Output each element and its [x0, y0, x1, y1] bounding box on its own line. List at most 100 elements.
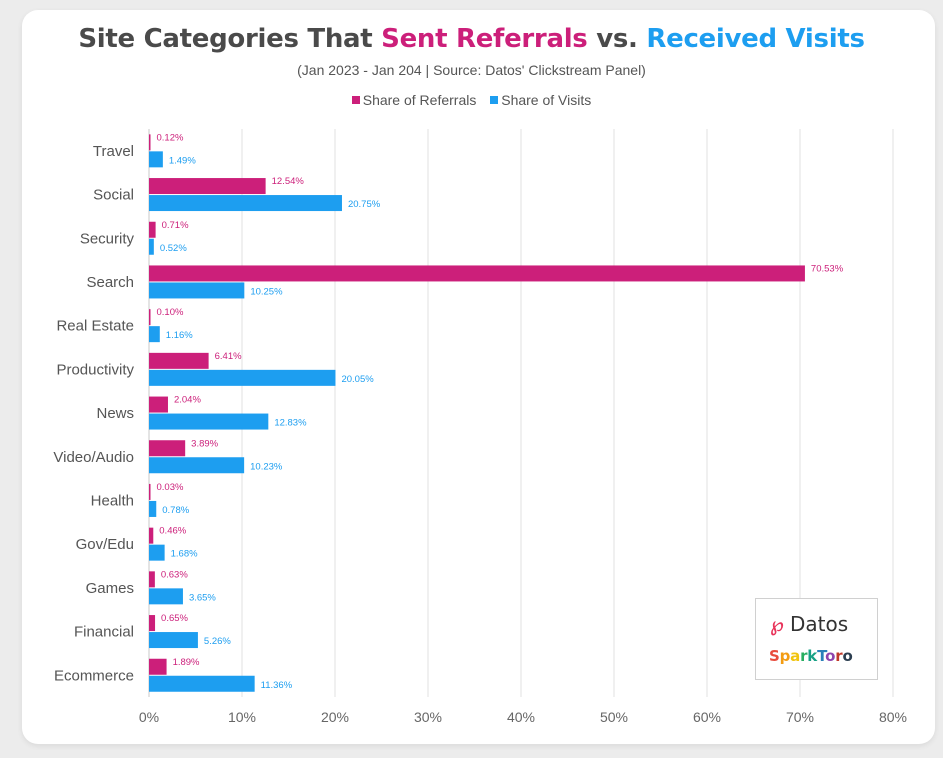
- data-label-visits: 5.26%: [204, 636, 231, 647]
- category-label: Productivity: [56, 361, 134, 378]
- bar-visits: [149, 632, 198, 649]
- sparktoro-logo-letter: r: [800, 647, 808, 665]
- sparktoro-logo: SparkToro: [769, 647, 853, 665]
- bar-referrals: [149, 527, 154, 544]
- category-label: Gov/Edu: [76, 536, 134, 553]
- sparktoro-logo-letter: o: [842, 647, 853, 665]
- legend-swatch-visits: [490, 96, 499, 104]
- bar-referrals: [149, 178, 266, 195]
- datos-logo: ℘ Datos: [770, 612, 848, 636]
- category-label: Real Estate: [56, 318, 134, 335]
- datos-logo-text: Datos: [789, 612, 849, 636]
- category-label: Games: [86, 580, 134, 597]
- bar-visits: [149, 675, 255, 692]
- bar-visits: [149, 544, 165, 561]
- bar-visits: [149, 588, 183, 605]
- bar-referrals: [149, 309, 151, 326]
- bar-visits: [149, 457, 245, 474]
- data-label-referrals: 12.54%: [272, 176, 305, 187]
- bar-referrals: [149, 134, 151, 151]
- data-label-visits: 10.25%: [250, 286, 283, 297]
- bar-visits: [149, 369, 336, 386]
- logo-box: ℘ Datos SparkToro: [755, 598, 878, 680]
- data-label-referrals: 6.41%: [215, 351, 242, 362]
- x-tick-label: 30%: [414, 709, 442, 725]
- title-part-referrals: Sent Referrals: [381, 24, 588, 54]
- bar-referrals: [149, 440, 186, 457]
- category-label: News: [96, 405, 134, 422]
- x-tick-label: 50%: [600, 709, 628, 725]
- legend-item-visits: Share of Visits: [490, 92, 591, 108]
- x-tick-label: 60%: [693, 709, 721, 725]
- legend-swatch-referrals: [351, 96, 360, 104]
- x-tick-label: 80%: [879, 709, 907, 725]
- category-label: Ecommerce: [54, 667, 134, 684]
- sparktoro-logo-letter: a: [790, 647, 801, 665]
- data-label-referrals: 3.89%: [191, 438, 218, 449]
- bar-referrals: [149, 483, 151, 500]
- data-label-visits: 10.23%: [250, 461, 283, 472]
- category-label: Health: [91, 492, 134, 509]
- bar-visits: [149, 238, 154, 255]
- data-label-referrals: 0.46%: [159, 526, 186, 537]
- data-label-visits: 20.05%: [341, 374, 374, 385]
- bar-referrals: [149, 352, 209, 369]
- bar-visits: [149, 151, 163, 168]
- category-label: Financial: [74, 624, 134, 641]
- bar-referrals: [149, 265, 805, 282]
- bar-referrals: [149, 658, 167, 675]
- bar-referrals: [149, 396, 168, 413]
- sparktoro-logo-letter: r: [835, 647, 843, 665]
- chart-legend: Share of Referrals Share of Visits: [0, 92, 943, 108]
- bar-visits: [149, 500, 157, 517]
- title-part-1: Site Categories That: [78, 24, 382, 54]
- data-label-visits: 1.16%: [166, 330, 193, 341]
- data-label-referrals: 1.89%: [173, 657, 200, 668]
- title-part-visits: Received Visits: [646, 24, 865, 54]
- category-label: Social: [93, 187, 134, 204]
- x-tick-label: 20%: [321, 709, 349, 725]
- chart-subtitle: (Jan 2023 - Jan 204 | Source: Datos' Cli…: [297, 62, 646, 78]
- data-label-referrals: 0.12%: [157, 132, 184, 143]
- sparktoro-logo-letter: p: [779, 647, 791, 665]
- bar-visits: [149, 282, 245, 299]
- data-label-visits: 1.68%: [171, 549, 198, 560]
- x-tick-label: 70%: [786, 709, 814, 725]
- category-label: Video/Audio: [53, 449, 134, 466]
- data-label-visits: 1.49%: [169, 155, 196, 166]
- sparktoro-logo-letter: S: [769, 647, 780, 665]
- data-label-referrals: 0.10%: [157, 307, 184, 318]
- title-part-vs: vs.: [587, 24, 647, 54]
- data-label-visits: 0.52%: [160, 243, 187, 254]
- legend-label-referrals: Share of Referrals: [362, 92, 477, 108]
- x-tick-label: 40%: [507, 709, 535, 725]
- legend-label-visits: Share of Visits: [501, 92, 592, 108]
- sparktoro-logo-letter: k: [807, 647, 818, 665]
- data-label-referrals: 2.04%: [174, 395, 201, 406]
- x-tick-label: 0%: [139, 709, 159, 725]
- bar-referrals: [149, 571, 155, 588]
- bar-visits: [149, 195, 342, 212]
- category-label: Security: [80, 230, 135, 247]
- data-label-visits: 3.65%: [189, 592, 216, 603]
- data-label-referrals: 0.71%: [162, 220, 189, 231]
- category-label: Travel: [93, 143, 134, 160]
- data-label-referrals: 0.03%: [157, 482, 184, 493]
- sparktoro-logo-letter: T: [817, 647, 826, 665]
- legend-item-referrals: Share of Referrals: [351, 92, 477, 108]
- bar-visits: [149, 413, 269, 430]
- x-tick-label: 10%: [228, 709, 256, 725]
- data-label-referrals: 0.63%: [161, 569, 188, 580]
- bar-visits: [149, 326, 160, 343]
- data-label-referrals: 0.65%: [161, 613, 188, 624]
- bar-referrals: [149, 615, 156, 632]
- data-label-visits: 0.78%: [162, 505, 189, 516]
- data-label-visits: 20.75%: [348, 199, 381, 210]
- data-label-referrals: 70.53%: [811, 263, 844, 274]
- bar-referrals: [149, 221, 156, 238]
- category-label: Search: [86, 274, 134, 291]
- data-label-visits: 12.83%: [274, 418, 307, 429]
- chart-title: Site Categories That Sent Referrals vs. …: [0, 24, 943, 54]
- data-label-visits: 11.36%: [261, 680, 293, 691]
